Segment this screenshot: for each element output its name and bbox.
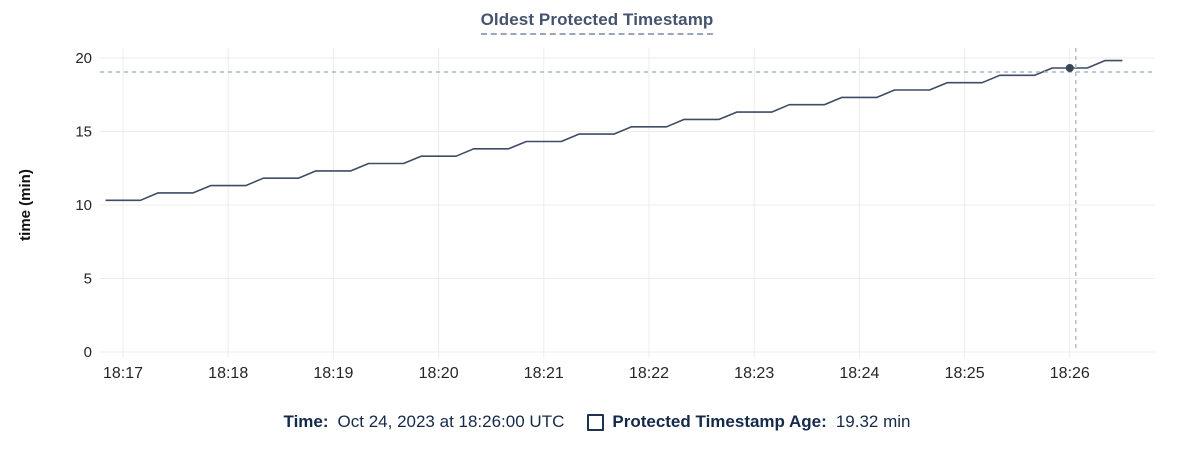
chart-plot-area[interactable]: 0 5 10 15 20 18:17 18:18 18:19 18:20 18:21 18:22 18…	[0, 40, 1194, 392]
x-tick-label: 18:24	[839, 365, 879, 382]
legend-series-label: Protected Timestamp Age:	[612, 412, 827, 431]
x-tick-label: 18:25	[945, 365, 985, 382]
y-tick-label: 15	[75, 124, 92, 141]
chart-title-row: Oldest Protected Timestamp	[0, 0, 1194, 40]
legend-series-value: 19.32 min	[835, 412, 911, 431]
y-axis-title: time (min)	[17, 169, 34, 241]
hover-legend: Time: Oct 24, 2023 at 18:26:00 UTC Prote…	[0, 412, 1194, 432]
x-tick-label: 18:17	[103, 365, 143, 382]
y-tick-label: 0	[84, 344, 92, 361]
x-tick-label: 18:21	[524, 365, 564, 382]
y-tick-label: 10	[75, 197, 92, 214]
x-tick-label: 18:18	[208, 365, 248, 382]
x-tick-label: 18:26	[1050, 365, 1090, 382]
chart-title[interactable]: Oldest Protected Timestamp	[480, 10, 714, 35]
series-line	[105, 59, 1123, 202]
x-tick-label: 18:23	[734, 365, 774, 382]
x-tick-label: 18:20	[419, 365, 459, 382]
y-tick-label: 5	[84, 271, 92, 288]
chart-svg[interactable]: 0 5 10 15 20 18:17 18:18 18:19 18:20 18:21 18:22 18…	[0, 40, 1194, 392]
legend-time-value: Oct 24, 2023 at 18:26:00 UTC	[337, 412, 565, 431]
series-checkbox[interactable]	[587, 413, 605, 431]
y-tick-label: 20	[75, 50, 92, 67]
hover-dot	[1065, 63, 1074, 72]
x-tick-label: 18:22	[629, 365, 669, 382]
x-tick-label: 18:19	[313, 365, 353, 382]
legend-time-label: Time:	[283, 412, 329, 431]
